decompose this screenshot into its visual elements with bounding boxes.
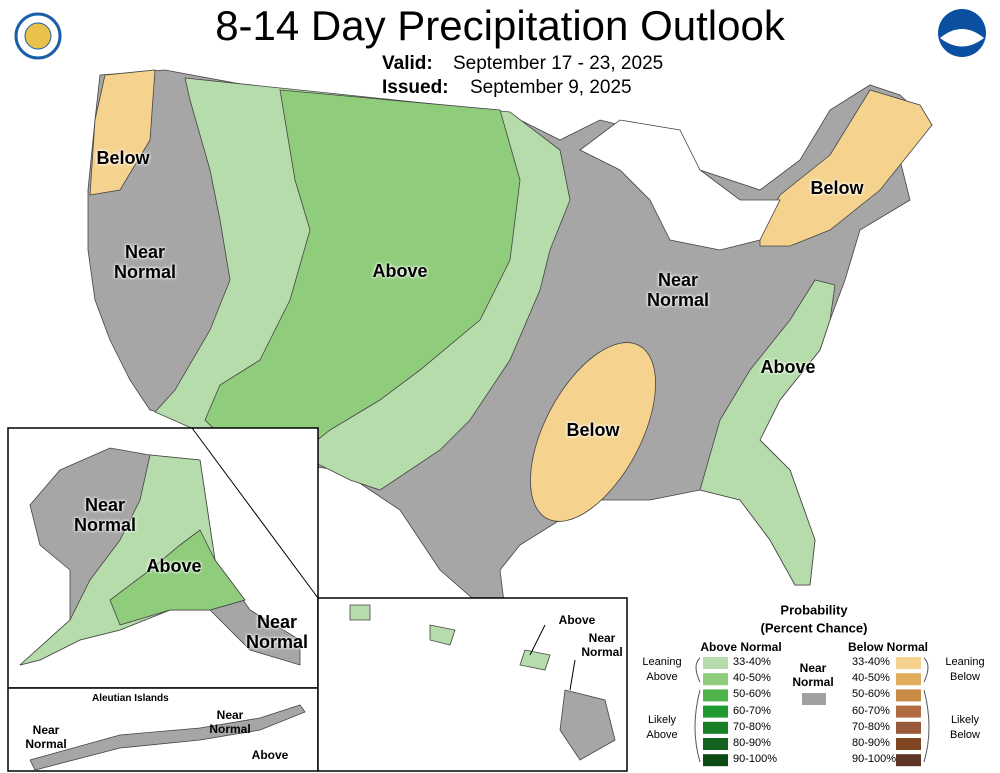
legend-swatch — [802, 693, 826, 705]
legend-group: Likely Below — [950, 714, 980, 741]
map-label: Above — [558, 613, 596, 627]
valid-label: Valid: — [382, 53, 433, 74]
map-label: Near Normal — [73, 495, 136, 535]
legend-swatch — [703, 689, 728, 702]
legend-swatch — [703, 738, 728, 750]
aleutian-chain — [29, 704, 306, 771]
map-label: Near Normal — [646, 270, 709, 310]
seal-center — [24, 22, 52, 50]
legend-near-label: Near Normal — [792, 661, 834, 689]
legend-swatch — [703, 721, 728, 734]
logo-bird — [940, 29, 984, 47]
hawaii-oahu — [429, 624, 456, 646]
map-label: Above — [146, 556, 202, 576]
great-lakes — [579, 119, 781, 251]
hawaii-big-island — [559, 689, 616, 761]
hawaii-maui — [519, 649, 551, 671]
inset-maps — [19, 447, 616, 771]
legend-range: 50-60% — [852, 688, 890, 701]
map-label: Near Normal — [581, 631, 623, 659]
below-lean-northeast — [759, 89, 933, 247]
map-label: Near Normal — [25, 723, 67, 751]
hawaii-kauai — [349, 604, 371, 621]
legend-range: 70-80% — [733, 720, 771, 733]
inset-connector — [191, 427, 319, 599]
legend-range: 70-80% — [852, 720, 890, 733]
below-lean-northwest — [89, 69, 156, 196]
above-lean-southeast — [699, 279, 836, 586]
legend-swatch — [703, 673, 728, 686]
legend-group: Likely Above — [646, 714, 678, 741]
legend-swatch — [703, 705, 728, 718]
title: 8-14 Day Precipitation Outlook — [215, 2, 785, 49]
legend-brace — [923, 657, 930, 763]
map-label: Above — [251, 748, 289, 762]
legend-swatches — [694, 657, 930, 767]
legend-above-heading: Above Normal — [700, 640, 782, 654]
legend-title: Probability — [780, 602, 848, 618]
legend-swatch — [896, 705, 921, 718]
legend-range: 60-70% — [852, 704, 890, 717]
legend-range: 90-100% — [852, 753, 897, 766]
map-label: Below — [96, 148, 150, 168]
legend-below-heading: Below Normal — [847, 640, 929, 654]
legend-subtitle: (Percent Chance) — [760, 620, 868, 636]
issued-date: September 9, 2025 — [470, 77, 632, 98]
legend-range: 40-50% — [733, 672, 771, 685]
map-label: Near Normal — [113, 242, 176, 282]
legend-swatch — [896, 689, 921, 702]
valid-dates: September 17 - 23, 2025 — [453, 53, 664, 74]
legend-swatch — [896, 657, 921, 669]
legend-range: 33-40% — [852, 656, 890, 668]
map-label: Near Normal — [209, 708, 251, 736]
map-label: Below — [566, 420, 620, 440]
below-lean-south — [530, 342, 656, 522]
legend-swatch — [896, 738, 921, 750]
legend-brace — [694, 657, 701, 763]
legend-swatch — [896, 673, 921, 686]
alaska-above-40 — [109, 529, 246, 626]
conus-map — [87, 69, 933, 611]
map-label: Above — [372, 261, 428, 281]
map-label: Below — [810, 178, 864, 198]
legend-range: 80-90% — [852, 737, 890, 749]
aleutian-title: Aleutian Islands — [92, 693, 169, 704]
legend-group: Leaning Below — [945, 656, 985, 683]
noaa-logo — [938, 9, 986, 57]
legend-swatch — [896, 754, 921, 767]
legend-swatch — [703, 657, 728, 669]
legend-range: 40-50% — [852, 672, 890, 685]
legend-group: Leaning Above — [642, 656, 682, 683]
legend-swatch — [896, 721, 921, 734]
legend-range: 33-40% — [733, 656, 771, 668]
legend-range: 80-90% — [733, 737, 771, 749]
map-label: Near Normal — [245, 612, 308, 652]
map-label: Above — [760, 357, 816, 377]
issued-label: Issued: — [382, 77, 449, 98]
legend-range: 60-70% — [733, 704, 771, 717]
legend-range: 90-100% — [733, 753, 778, 766]
callout-line — [529, 624, 546, 656]
commerce-seal — [14, 12, 62, 60]
legend-swatch — [703, 754, 728, 767]
callout-line — [569, 659, 576, 691]
legend-range: 50-60% — [733, 688, 771, 701]
